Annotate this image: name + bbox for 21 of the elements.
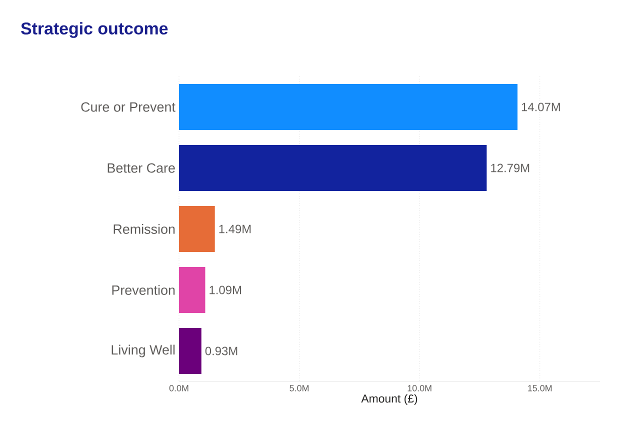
x-tick-label: 5.0M [290,385,309,392]
y-tick-label: Prevention [112,285,175,295]
x-tick-label: 15.0M [528,385,552,392]
y-tick-label: Living Well [112,344,175,358]
data-label: 0.93M [205,346,238,356]
bar [179,328,202,374]
chart-title: Strategic outcome [21,22,168,38]
data-label: 1.09M [210,286,241,294]
x-tick-label: 0.0M [169,385,188,392]
y-tick-label: Better Care [108,163,175,173]
bar [179,145,487,192]
x-tick-label: 10.0M [408,385,432,392]
y-tick-label: Cure or Prevent [81,102,176,112]
bar [179,206,215,252]
data-label: 14.07M [522,102,560,112]
data-label: 12.79M [491,164,530,172]
y-tick-label: Remission [114,224,175,234]
bar [179,267,206,313]
data-label: 1.49M [219,224,251,234]
bar [179,84,518,130]
x-axis-title: Amount (£) [361,394,418,405]
